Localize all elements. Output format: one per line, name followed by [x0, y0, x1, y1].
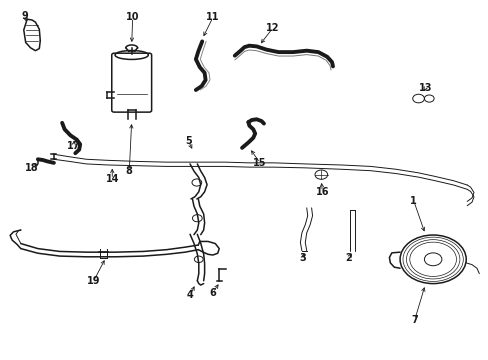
- Text: 1: 1: [409, 196, 416, 206]
- Text: 6: 6: [209, 288, 216, 297]
- Text: 3: 3: [299, 253, 305, 263]
- Text: 9: 9: [21, 11, 28, 21]
- Text: 14: 14: [105, 174, 119, 184]
- Text: 12: 12: [265, 23, 279, 33]
- Text: 11: 11: [206, 13, 219, 22]
- Text: 4: 4: [186, 290, 193, 300]
- Text: 5: 5: [185, 136, 192, 147]
- Text: 17: 17: [66, 141, 80, 152]
- Text: 2: 2: [345, 253, 352, 263]
- Text: 7: 7: [410, 315, 417, 325]
- Text: 10: 10: [126, 13, 139, 22]
- Text: 13: 13: [418, 83, 431, 93]
- Text: 8: 8: [125, 166, 132, 176]
- Text: 19: 19: [87, 276, 101, 286]
- Text: 18: 18: [25, 163, 38, 173]
- Text: 15: 15: [253, 158, 266, 168]
- Text: 16: 16: [315, 187, 328, 197]
